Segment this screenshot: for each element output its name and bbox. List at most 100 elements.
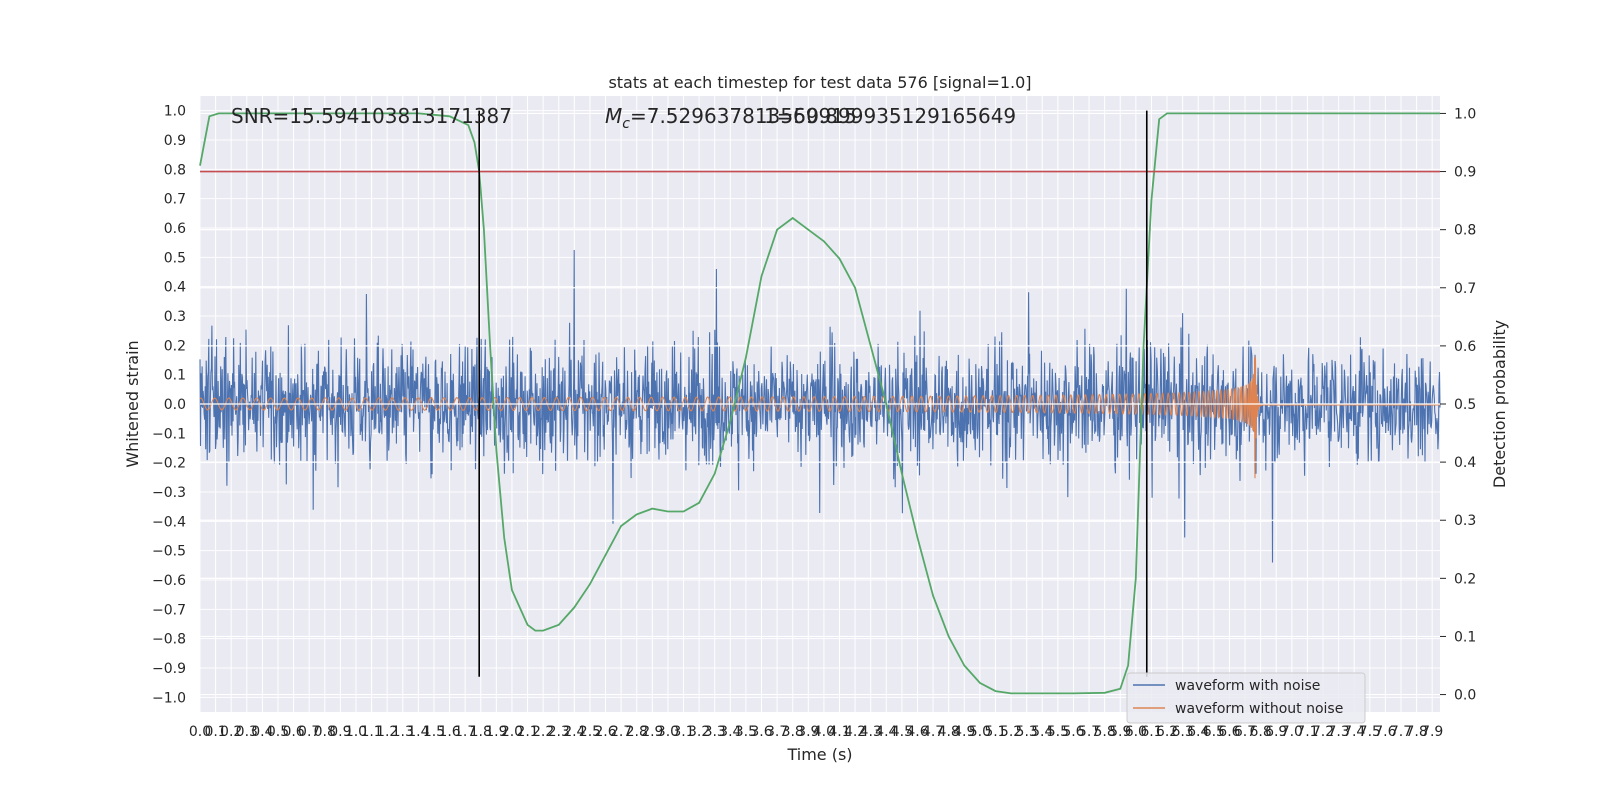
x-tick-label: 5.1 (984, 724, 1006, 740)
x-tick-label: 2.1 (516, 724, 538, 740)
snr-annotation: SNR=15.594103813171387 (231, 104, 512, 128)
series-waveform-without-noise (199, 356, 1440, 479)
x-tick-label: 3.7 (766, 724, 788, 740)
left-y-tick-label: 0.0 (164, 397, 186, 413)
left-y-tick-label: 1.0 (164, 104, 186, 120)
x-tick-label: 2.0 (501, 724, 523, 740)
x-tick-label: 0.3 (236, 724, 258, 740)
x-tick-label: 1.7 (454, 724, 476, 740)
x-tick-label: 5.9 (1109, 724, 1131, 740)
right-y-tick-label: 0.9 (1454, 165, 1476, 181)
x-tick-label: 0.8 (314, 724, 336, 740)
right-y-grid (200, 112, 1440, 696)
x-tick-label: 5.3 (1016, 724, 1038, 740)
chart-title: stats at each timestep for test data 576… (608, 73, 1031, 92)
left-y-tick-label: 0.8 (164, 162, 186, 178)
x-tick-label: 5.6 (1062, 724, 1084, 740)
x-tick-label: 7.5 (1359, 724, 1381, 740)
x-tick-label: 0.7 (298, 724, 320, 740)
left-y-tick-label: 0.9 (164, 133, 186, 149)
x-tick-label: 4.4 (875, 724, 897, 740)
x-tick-label: 0.5 (267, 724, 289, 740)
x-tick-label: 1.9 (485, 724, 507, 740)
x-tick-label: 6.7 (1234, 724, 1256, 740)
x-tick-label: 3.2 (688, 724, 710, 740)
x-tick-label: 5.2 (1000, 724, 1022, 740)
x-tick-label: 7.0 (1281, 724, 1303, 740)
x-tick-label: 1.0 (345, 724, 367, 740)
x-tick-label: 6.3 (1172, 724, 1194, 740)
x-tick-label: 2.4 (563, 724, 585, 740)
right-y-tick-label: 0.1 (1454, 629, 1476, 645)
x-tick-label: 1.8 (470, 724, 492, 740)
x-tick-label: 6.9 (1265, 724, 1287, 740)
series-waveform-with-noise (199, 249, 1441, 563)
left-y-tick-labels: 1.0 0.9 0.8 0.7 0.6 0.5 0.4 0.3 0.2 0.1 0.0 −0.1 −0.… (152, 104, 186, 707)
x-tick-label: 0.1 (204, 724, 226, 740)
x-axis-label: Time (s) (786, 745, 852, 764)
right-y-tick-label: 0.5 (1454, 397, 1476, 413)
right-y-tick-label: 0.3 (1454, 513, 1476, 529)
x-tick-label: 4.5 (891, 724, 913, 740)
x-tick-label: 3.5 (735, 724, 757, 740)
left-y-tick-label: −0.2 (152, 456, 186, 472)
left-y-tick-label: −0.3 (152, 485, 186, 501)
x-tick-label: 4.0 (813, 724, 835, 740)
legend-label-without-noise: waveform without noise (1175, 701, 1343, 717)
right-y-tick-label: 0.8 (1454, 223, 1476, 239)
chirp-mass-value: =7.529637813569915 (630, 104, 857, 128)
x-tick-label: 6.6 (1218, 724, 1240, 740)
left-y-tick-label: −0.7 (152, 602, 186, 618)
x-tick-label: 5.7 (1078, 724, 1100, 740)
left-y-tick-label: 0.4 (164, 280, 186, 296)
x-tick-label: 1.3 (392, 724, 414, 740)
left-y-tick-label: −0.5 (152, 544, 186, 560)
x-tick-label: 5.0 (969, 724, 991, 740)
left-y-tick-label: 0.5 (164, 250, 186, 266)
x-tick-label: 7.4 (1343, 724, 1365, 740)
x-tick-label: 4.2 (844, 724, 866, 740)
x-tick-label: 7.8 (1405, 724, 1427, 740)
legend-box (1126, 672, 1366, 724)
chirp-mass-annotation: Mc=7.529637813569915 (605, 104, 857, 132)
x-tick-label: 7.1 (1296, 724, 1318, 740)
x-tick-labels: 0.00.10.20.30.40.50.60.70.80.91.01.11.21… (189, 724, 1443, 740)
x-tick-label: 1.6 (438, 724, 460, 740)
x-tick-label: 3.6 (750, 724, 772, 740)
x-tick-label: 2.7 (610, 724, 632, 740)
x-tick-label: 0.4 (251, 724, 273, 740)
x-tick-label: 4.3 (860, 724, 882, 740)
noise-waveform-line (199, 249, 1441, 563)
x-tick-label: 7.6 (1374, 724, 1396, 740)
x-tick-label: 4.8 (938, 724, 960, 740)
left-y-tick-label: 0.7 (164, 192, 186, 208)
left-y-tick-label: −0.6 (152, 573, 186, 589)
x-tick-label: 1.5 (423, 724, 445, 740)
x-tick-label: 6.1 (1140, 724, 1162, 740)
x-tick-label: 3.1 (672, 724, 694, 740)
left-y-tick-label: −0.9 (152, 661, 186, 677)
x-tick-label: 2.9 (641, 724, 663, 740)
x-tick-label: 4.1 (828, 724, 850, 740)
overlapping-annotation: 1=50.899935129165649 (764, 104, 1016, 128)
x-tick-label: 1.2 (376, 724, 398, 740)
x-tick-label: 6.5 (1203, 724, 1225, 740)
clean-waveform-line (199, 356, 1440, 479)
x-tick-label: 7.9 (1421, 724, 1443, 740)
left-y-tick-label: −0.4 (152, 514, 186, 530)
x-tick-label: 2.5 (579, 724, 601, 740)
x-tick-label: 5.8 (1094, 724, 1116, 740)
legend-label-with-noise: waveform with noise (1175, 678, 1320, 694)
left-y-tick-label: 0.1 (164, 368, 186, 384)
right-y-tick-label: 0.0 (1454, 688, 1476, 704)
x-tick-label: 3.0 (657, 724, 679, 740)
left-y-tick-label: 0.6 (164, 221, 186, 237)
x-tick-label: 2.2 (532, 724, 554, 740)
x-tick-label: 7.2 (1312, 724, 1334, 740)
x-tick-label: 1.1 (360, 724, 382, 740)
x-tick-label: 5.4 (1031, 724, 1053, 740)
x-tick-label: 0.2 (220, 724, 242, 740)
right-y-tick-labels: 1.0 0.9 0.8 0.7 0.6 0.5 0.4 0.3 0.2 0.1 0.0 (1440, 106, 1476, 704)
right-y-tick-label: 1.0 (1454, 106, 1476, 122)
